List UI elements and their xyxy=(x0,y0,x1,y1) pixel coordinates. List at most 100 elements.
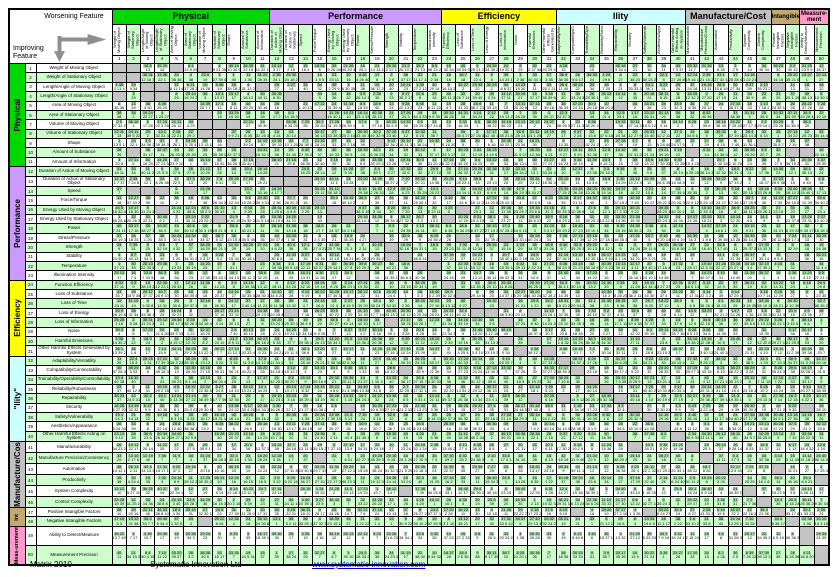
matrix-cell: 1 37 23 xyxy=(111,260,127,272)
matrix-cell: 4 16 xyxy=(584,507,600,518)
matrix-cell: 8 16 15 xyxy=(770,72,786,83)
matrix-cell: 28 15 9 36 xyxy=(612,298,629,309)
column-number: 47 xyxy=(770,55,786,64)
matrix-cell: 3 36 31 8 xyxy=(713,496,729,509)
matrix-cell: 36 2 20 xyxy=(340,307,357,319)
column-header: Harmful Emissions xyxy=(527,23,543,57)
matrix-cell: 21 39 27 12 xyxy=(627,525,643,546)
matrix-cell: 40 39 34 9 xyxy=(455,62,471,74)
matrix-cell: 19 34 16 30 xyxy=(598,335,614,347)
matrix-cell: 40 14 10 34 9 xyxy=(226,62,242,74)
matrix-cell: 33 17 17 16 xyxy=(125,223,142,234)
matrix-cell: 18 31 16 xyxy=(512,452,529,465)
matrix-cell: 27 31 xyxy=(269,496,285,509)
matrix-cell: 3 9 38 7 xyxy=(598,544,614,566)
matrix-cell: 429 26 15 xyxy=(211,270,228,281)
matrix-cell-empty xyxy=(426,270,443,281)
matrix-cell: 8 27 33 xyxy=(297,251,314,262)
matrix-cell: 19 24 24 xyxy=(254,463,271,476)
matrix-cell: 31 18 11 xyxy=(111,166,127,177)
matrix-cell: 30 13 2 xyxy=(426,214,443,225)
row-number: 24 xyxy=(24,279,37,291)
matrix-cell: 23 828 28 38 xyxy=(183,496,199,509)
column-header: Automation xyxy=(713,23,729,57)
matrix-cell: 23 13 xyxy=(412,204,428,216)
matrix-cell: 24 7 13 12 xyxy=(469,270,486,281)
matrix-cell: 33 13 15 xyxy=(598,91,614,102)
matrix-cell: 18 13 3 6 xyxy=(584,175,600,187)
matrix-cell-empty xyxy=(698,251,715,262)
matrix-cell: 21 17 38 25 xyxy=(398,317,414,328)
matrix-cell: 18 25 21 xyxy=(240,411,256,423)
matrix-cell: 111 38 32 xyxy=(784,119,801,130)
matrix-cell: 27 40 29 13 1 xyxy=(527,516,543,527)
matrix-cell: 30 9 xyxy=(455,326,471,337)
matrix-cell: 1 36 14 xyxy=(784,270,801,281)
matrix-cell: 16 11 31 xyxy=(512,298,529,309)
matrix-cell: 29 24 xyxy=(541,251,557,262)
matrix-cell: 3 28 33 29 xyxy=(412,345,428,357)
matrix-cell: 32 30 16 3 xyxy=(684,232,700,244)
column-header-label: Loss of Energy xyxy=(485,26,490,54)
footer-website-link[interactable]: www.systematic-innovation.com xyxy=(312,560,426,569)
matrix-cell: 15 35 xyxy=(140,474,156,487)
matrix-cell: 31 23 8 xyxy=(555,326,572,337)
matrix-cell: 15 36 14 19 8 xyxy=(269,214,285,225)
matrix-cell: 18 17 xyxy=(698,525,715,546)
matrix-cell: 30 26 37 23 xyxy=(770,421,786,432)
matrix-cell: 9 30 9 22 xyxy=(398,516,414,527)
matrix-cell-empty xyxy=(340,402,357,414)
matrix-cell: 14 14 22 20 xyxy=(727,214,743,225)
matrix-cell: 39 2 24 xyxy=(484,91,500,102)
matrix-cell: 25 13 22 33 8 xyxy=(140,260,156,272)
column-header: Manufacturability xyxy=(684,23,700,57)
matrix-cell: 13 4 xyxy=(226,204,242,216)
matrix-cell: 27 26 24 3 xyxy=(398,109,414,121)
matrix-cell: 24 13 28 xyxy=(340,175,357,187)
matrix-cell: 536 32 30 xyxy=(498,270,514,281)
matrix-cell: 20 3 xyxy=(527,223,543,234)
matrix-cell: 40 11 5 14 xyxy=(254,214,271,225)
matrix-cell-empty xyxy=(598,119,614,130)
matrix-cell: 19 19 29 2 18 xyxy=(154,383,170,395)
matrix-cell: 16 32 40 xyxy=(125,374,142,385)
matrix-cell: 21 26 xyxy=(770,91,786,102)
matrix-cell: 20 9 27 xyxy=(369,355,385,367)
matrix-cell: 18 35 5 32 38 xyxy=(598,393,614,404)
matrix-cell: 9 35 xyxy=(240,525,256,546)
worsening-right-arrow-icon xyxy=(60,34,106,45)
column-number: 6 xyxy=(183,55,199,64)
matrix-cell: 30 25 38 xyxy=(469,335,486,347)
matrix-cell: 9 2 32 37 xyxy=(598,307,614,319)
row-number: 9 xyxy=(24,137,37,149)
matrix-cell: 27 21 20 xyxy=(254,242,271,253)
matrix-cell: 29 16 xyxy=(297,195,314,206)
matrix-cell: 37 27 26 15 6 xyxy=(784,195,801,206)
matrix-cell: 8 31 19 3 19 xyxy=(469,214,486,225)
matrix-cell: 39 16 xyxy=(269,100,285,111)
matrix-cell: 31 40 4 xyxy=(383,355,400,367)
matrix-cell: 8 33 10 xyxy=(627,485,643,498)
matrix-cell: 3 35 1 xyxy=(655,544,672,566)
matrix-cell: 34 9 9 30 xyxy=(426,109,443,121)
matrix-cell: 10 9 31 4 xyxy=(412,393,428,404)
matrix-cell: 14 37 4 xyxy=(698,223,715,234)
matrix-cell: 7 10 24 xyxy=(355,411,371,423)
matrix-cell: 32 37 11 xyxy=(154,147,170,158)
matrix-cell: 32 22 27 10 xyxy=(426,298,443,309)
